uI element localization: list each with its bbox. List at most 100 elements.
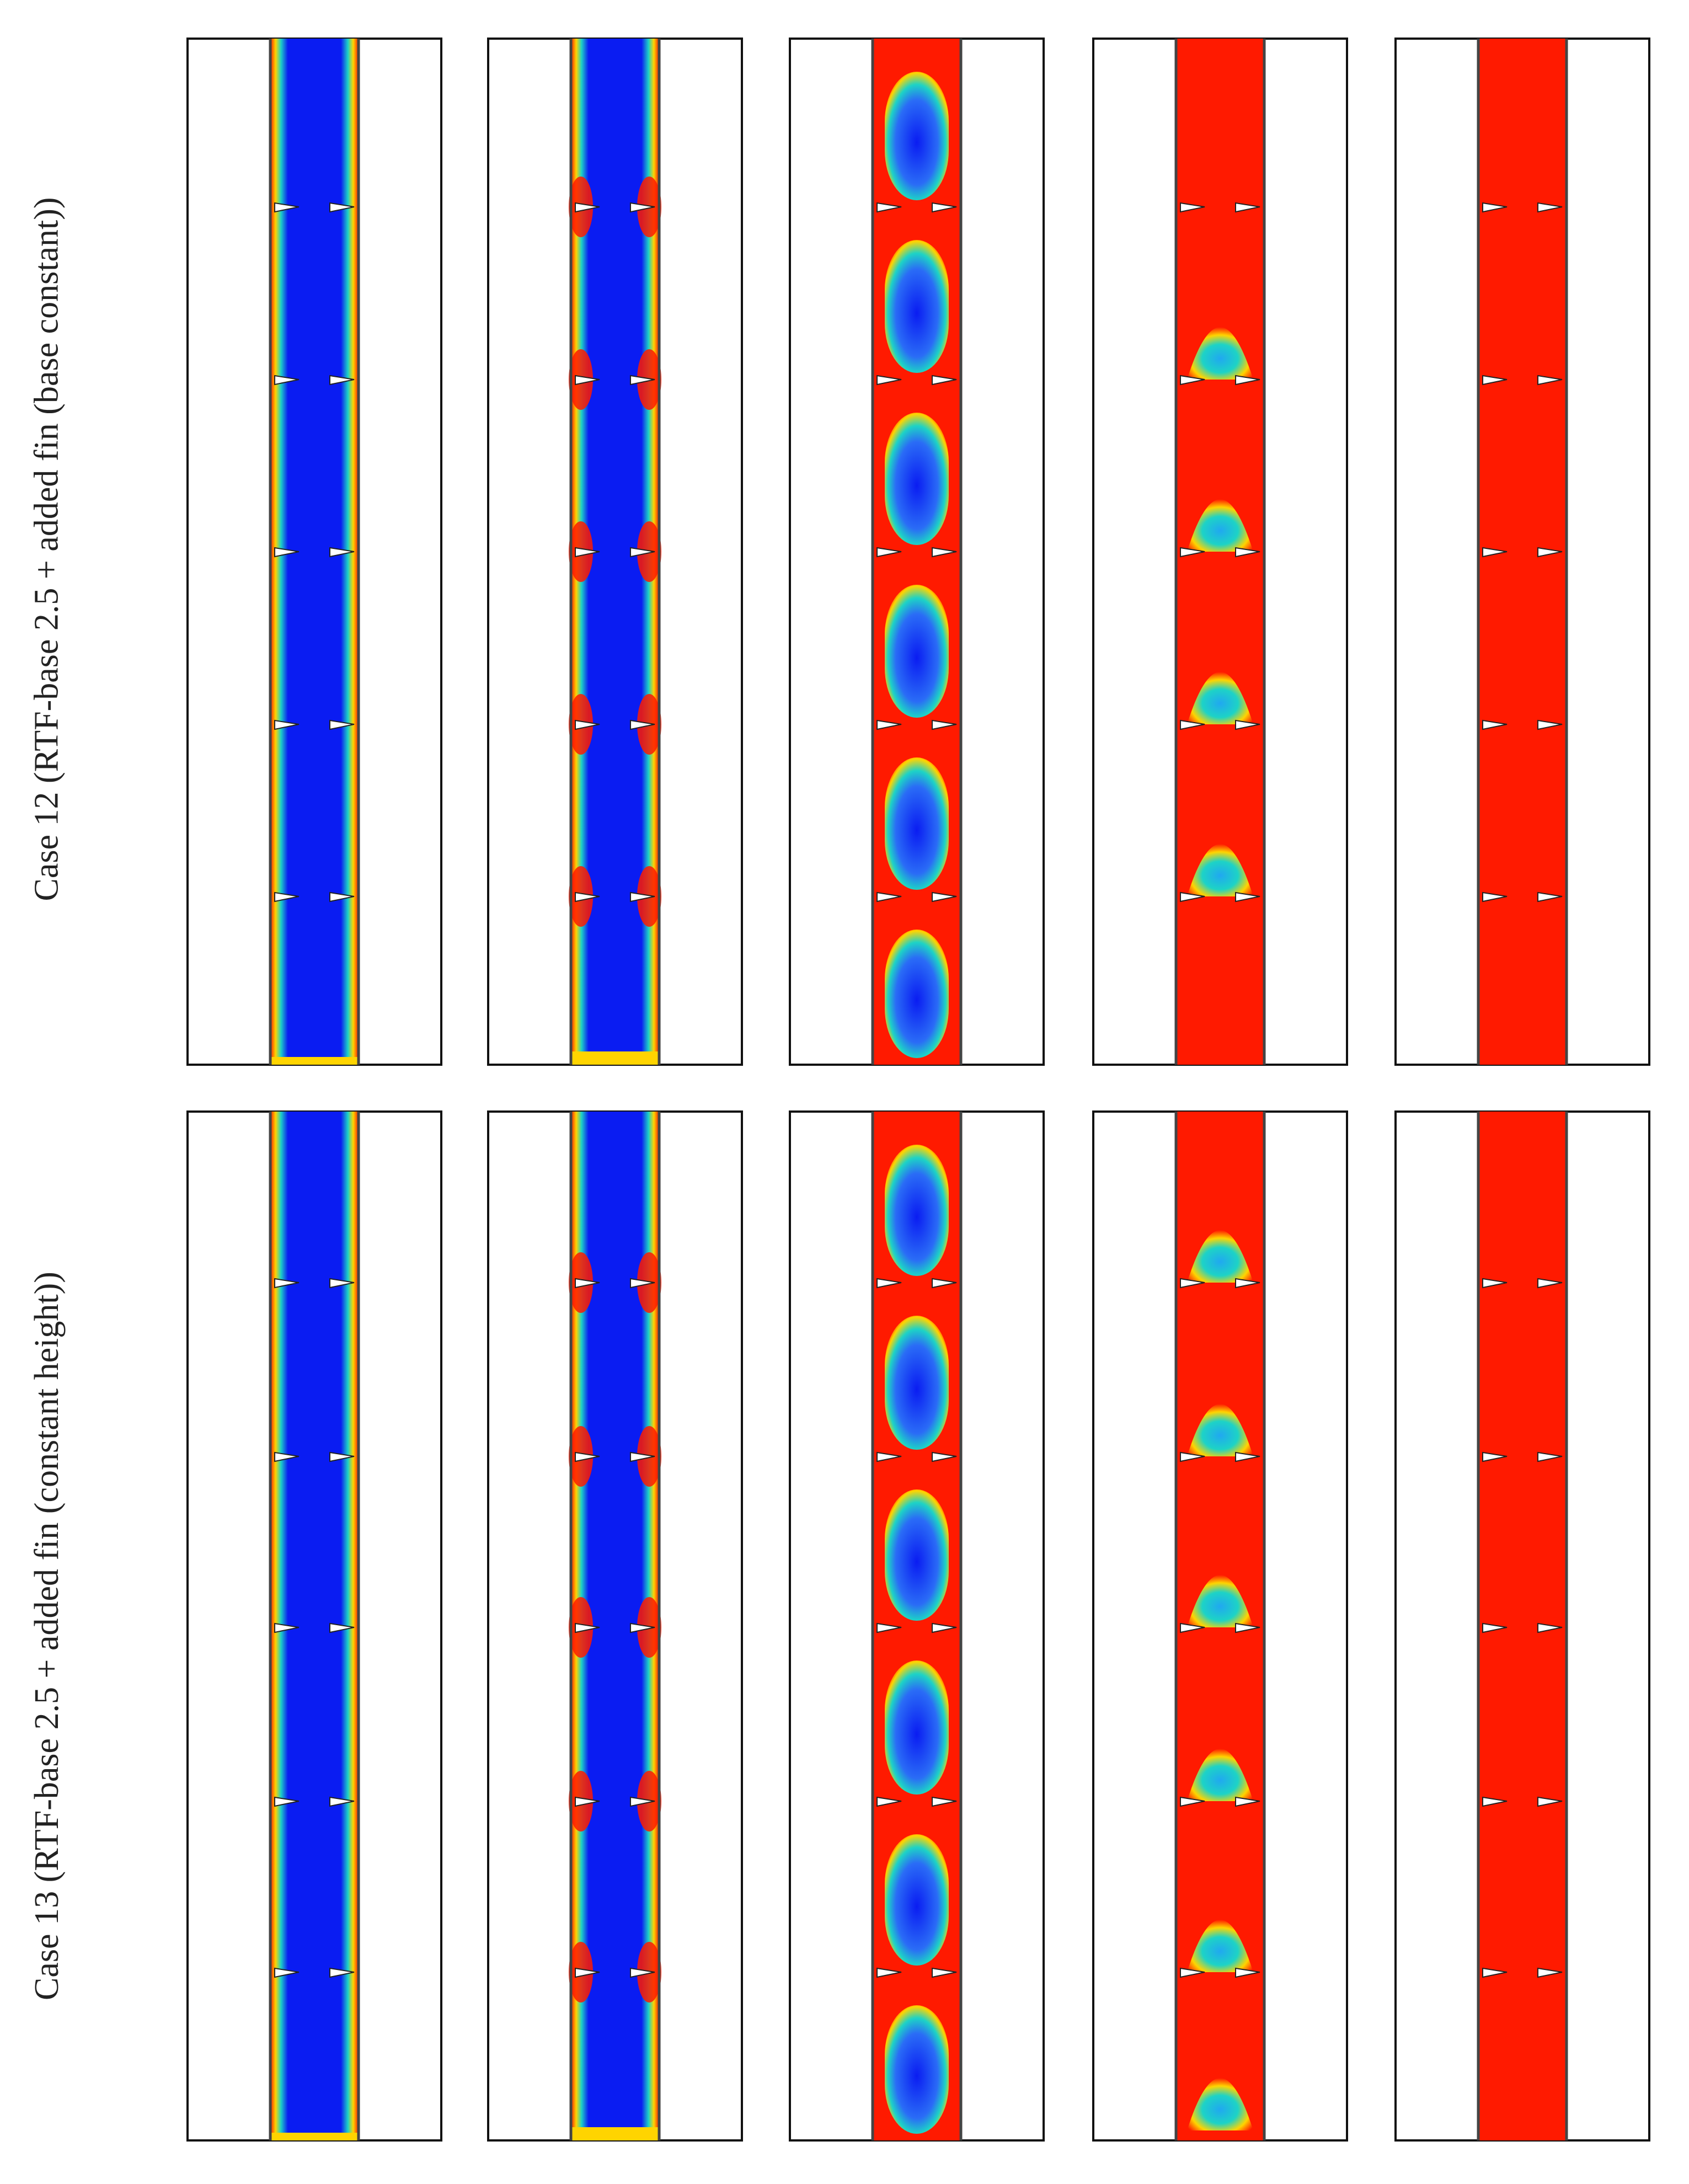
fin-left-icon [274,1451,300,1462]
fin-left-icon [274,1622,300,1633]
fin-left-icon [1482,1796,1508,1807]
fin-right-icon [932,1796,957,1807]
fin-right-icon [1235,202,1260,213]
fin-right-icon [932,1967,957,1978]
solid-pcm-blob [885,1145,949,1276]
fin-left-icon [1180,891,1205,903]
fin-right-icon [630,1278,655,1289]
fin-left-icon [575,1622,600,1633]
fin-right-icon [1235,1278,1260,1289]
solid-pcm-blob [885,72,949,200]
fin-right-icon [932,1451,957,1462]
fin-left-icon [274,547,300,558]
fin-left-icon [1180,1796,1205,1807]
fin-right-icon [630,1967,655,1978]
fin-right-icon [1235,1451,1260,1462]
fin-right-icon [1537,1451,1563,1462]
fin-right-icon [1235,719,1260,730]
fin-right-icon [1537,891,1563,903]
panel-case13-frame-2 [487,1110,743,2142]
fin-left-icon [1180,1622,1205,1633]
fin-right-icon [1537,1967,1563,1978]
residual-solid-cap [1187,844,1253,896]
residual-solid-cap [1187,1230,1253,1283]
fin-left-icon [274,1796,300,1807]
fin-left-icon [1482,1967,1508,1978]
fin-right-icon [630,1451,655,1462]
residual-solid-cap [1187,1920,1253,1972]
fin-right-icon [1235,547,1260,558]
solid-pcm-blob [885,930,949,1058]
fin-left-icon [1482,375,1508,386]
fin-right-icon [630,202,655,213]
fin-left-icon [876,1622,902,1633]
fin-left-icon [575,202,600,213]
residual-solid-cap [1187,327,1253,380]
fin-left-icon [876,547,902,558]
fin-left-icon [575,375,600,386]
fin-left-icon [876,375,902,386]
fin-left-icon [876,891,902,903]
panel-case13-frame-5 [1394,1110,1650,2142]
fin-right-icon [329,375,355,386]
residual-solid-cap [1187,1575,1253,1627]
fin-left-icon [1482,202,1508,213]
fin-left-icon [1482,1278,1508,1289]
fin-left-icon [876,1967,902,1978]
fin-right-icon [630,375,655,386]
fin-right-icon [329,1796,355,1807]
solid-pcm-blob [885,413,949,545]
fin-right-icon [329,1622,355,1633]
fin-left-icon [575,547,600,558]
fin-right-icon [1235,1622,1260,1633]
fin-left-icon [876,1451,902,1462]
fin-right-icon [329,202,355,213]
fin-right-icon [1537,202,1563,213]
fin-left-icon [575,1796,600,1807]
fin-right-icon [630,1622,655,1633]
solid-pcm-blob [885,2005,949,2134]
fin-right-icon [630,547,655,558]
fin-right-icon [1235,891,1260,903]
fin-left-icon [1180,202,1205,213]
fin-left-icon [1482,1622,1508,1633]
fin-left-icon [1180,1278,1205,1289]
fin-left-icon [274,202,300,213]
fin-right-icon [630,1796,655,1807]
fin-left-icon [274,891,300,903]
fin-right-icon [1537,1278,1563,1289]
solid-pcm-blob [885,585,949,718]
panel-case13-frame-4 [1092,1110,1348,2142]
fin-right-icon [932,375,957,386]
fin-right-icon [329,891,355,903]
fin-right-icon [1537,547,1563,558]
fin-left-icon [274,1278,300,1289]
fin-left-icon [1180,719,1205,730]
fin-right-icon [1537,1796,1563,1807]
panel-case13-frame-3 [789,1110,1045,2142]
solid-pcm-blob [885,1660,949,1795]
fin-left-icon [1180,547,1205,558]
fin-right-icon [329,547,355,558]
panel-case12-frame-1 [186,38,442,1066]
fin-left-icon [876,1278,902,1289]
fin-right-icon [630,891,655,903]
bottom-melt-layer [571,2127,659,2140]
residual-solid-cap [1187,499,1253,552]
fin-right-icon [932,547,957,558]
fin-right-icon [1537,375,1563,386]
residual-solid-cap [1187,1404,1253,1456]
fin-right-icon [329,719,355,730]
solid-pcm-blob [885,1834,949,1966]
fin-left-icon [1482,1451,1508,1462]
fin-left-icon [575,1451,600,1462]
fin-right-icon [932,1278,957,1289]
solid-pcm-blob [885,1316,949,1450]
solid-pcm-blob [885,757,949,890]
fin-left-icon [575,1278,600,1289]
fin-right-icon [1235,1796,1260,1807]
solid-pcm-blob [885,240,949,373]
fin-right-icon [1537,1622,1563,1633]
fin-right-icon [932,719,957,730]
fin-right-icon [329,1451,355,1462]
